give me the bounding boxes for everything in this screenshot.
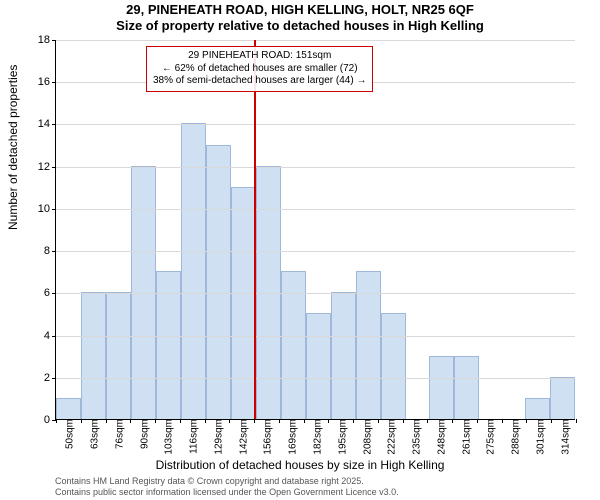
- bar: [106, 292, 131, 419]
- gridline: [56, 251, 575, 252]
- bar: [429, 356, 454, 419]
- bar: [131, 166, 156, 419]
- xtick-mark: [304, 419, 305, 423]
- xtick-mark: [106, 419, 107, 423]
- xtick-label: 195sqm: [333, 419, 348, 455]
- xtick-mark: [427, 419, 428, 423]
- gridline: [56, 336, 575, 337]
- xtick-label: 142sqm: [234, 419, 249, 455]
- bar: [181, 123, 206, 419]
- histogram-chart: 29, PINEHEATH ROAD, HIGH KELLING, HOLT, …: [0, 0, 600, 500]
- xtick-label: 63sqm: [86, 419, 101, 449]
- bar: [56, 398, 81, 419]
- xtick-mark: [155, 419, 156, 423]
- xtick-mark: [229, 419, 230, 423]
- xtick-label: 156sqm: [259, 419, 274, 455]
- xtick-mark: [81, 419, 82, 423]
- ytick-label: 18: [38, 34, 56, 46]
- xtick-mark: [254, 419, 255, 423]
- bar: [81, 292, 106, 419]
- xtick-label: 169sqm: [284, 419, 299, 455]
- ytick-label: 0: [44, 414, 56, 426]
- title-line-1: 29, PINEHEATH ROAD, HIGH KELLING, HOLT, …: [0, 2, 600, 18]
- annotation-box: 29 PINEHEATH ROAD: 151sqm← 62% of detach…: [146, 46, 373, 92]
- gridline: [56, 40, 575, 41]
- bar: [454, 356, 479, 419]
- chart-title-block: 29, PINEHEATH ROAD, HIGH KELLING, HOLT, …: [0, 2, 600, 35]
- chart-footer: Contains HM Land Registry data © Crown c…: [55, 476, 399, 498]
- xtick-mark: [328, 419, 329, 423]
- xtick-mark: [502, 419, 503, 423]
- bar: [525, 398, 550, 419]
- bar: [256, 166, 281, 419]
- bars-container: [56, 40, 575, 419]
- xtick-mark: [477, 419, 478, 423]
- annotation-line: 38% of semi-detached houses are larger (…: [153, 75, 366, 88]
- ytick-label: 10: [38, 203, 56, 215]
- xtick-mark: [378, 419, 379, 423]
- ytick-label: 4: [44, 330, 56, 342]
- bar: [381, 313, 406, 419]
- ytick-label: 8: [44, 245, 56, 257]
- xtick-mark: [180, 419, 181, 423]
- xtick-mark: [130, 419, 131, 423]
- annotation-line: ← 62% of detached houses are smaller (72…: [153, 63, 366, 76]
- xtick-mark: [279, 419, 280, 423]
- xtick-mark: [576, 419, 577, 423]
- xtick-mark: [353, 419, 354, 423]
- xtick-label: 235sqm: [408, 419, 423, 455]
- xtick-label: 208sqm: [358, 419, 373, 455]
- annotation-line: 29 PINEHEATH ROAD: 151sqm: [153, 50, 366, 63]
- xtick-label: 288sqm: [507, 419, 522, 455]
- bar: [231, 187, 256, 419]
- reference-line: [254, 40, 256, 419]
- xtick-mark: [403, 419, 404, 423]
- bar: [331, 292, 356, 419]
- gridline: [56, 293, 575, 294]
- gridline: [56, 167, 575, 168]
- xtick-mark: [551, 419, 552, 423]
- xtick-label: 90sqm: [135, 419, 150, 449]
- bar: [306, 313, 331, 419]
- footer-line-2: Contains public sector information licen…: [55, 487, 399, 498]
- xtick-label: 129sqm: [209, 419, 224, 455]
- xtick-label: 248sqm: [432, 419, 447, 455]
- gridline: [56, 378, 575, 379]
- xtick-label: 314sqm: [556, 419, 571, 455]
- xtick-mark: [56, 419, 57, 423]
- xtick-label: 50sqm: [61, 419, 76, 449]
- xtick-label: 116sqm: [185, 419, 200, 454]
- xtick-label: 103sqm: [160, 419, 175, 455]
- xtick-mark: [205, 419, 206, 423]
- xtick-label: 261sqm: [457, 419, 472, 455]
- plot-area: 02468101214161850sqm63sqm76sqm90sqm103sq…: [55, 40, 575, 420]
- gridline: [56, 124, 575, 125]
- y-axis-label: Number of detached properties: [6, 65, 20, 230]
- footer-line-1: Contains HM Land Registry data © Crown c…: [55, 476, 399, 487]
- ytick-label: 2: [44, 372, 56, 384]
- xtick-label: 182sqm: [309, 419, 324, 455]
- xtick-label: 76sqm: [110, 419, 125, 449]
- xtick-mark: [526, 419, 527, 423]
- gridline: [56, 209, 575, 210]
- ytick-label: 6: [44, 287, 56, 299]
- bar: [550, 377, 575, 419]
- xtick-label: 301sqm: [531, 419, 546, 455]
- ytick-label: 16: [38, 76, 56, 88]
- xtick-label: 275sqm: [482, 419, 497, 455]
- xtick-label: 222sqm: [383, 419, 398, 455]
- xtick-mark: [452, 419, 453, 423]
- title-line-2: Size of property relative to detached ho…: [0, 18, 600, 34]
- ytick-label: 12: [38, 161, 56, 173]
- ytick-label: 14: [38, 118, 56, 130]
- x-axis-label: Distribution of detached houses by size …: [0, 458, 600, 472]
